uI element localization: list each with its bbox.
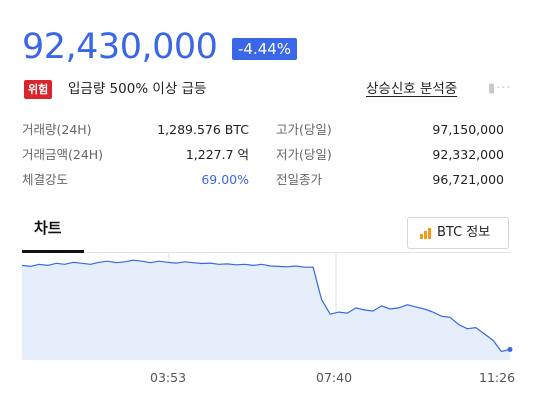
price-change-badge: -4.44%: [232, 38, 298, 60]
tab-divider: [22, 252, 510, 253]
x-tick-label: 11:26: [479, 370, 516, 385]
stat-value-trade-amount: 1,227.7 억: [185, 147, 249, 162]
stat-value-strength: 69.00%: [201, 172, 249, 187]
tab-active-indicator: [22, 250, 84, 253]
chart-area-fill: [22, 260, 510, 359]
btc-info-button[interactable]: BTC 정보: [407, 217, 509, 249]
stat-label-high: 고가(당일): [276, 122, 332, 137]
stat-label-prev-close: 전일종가: [276, 172, 323, 187]
stat-label-strength: 체결강도: [22, 172, 69, 187]
stat-value-volume: 1,289.576 BTC: [157, 122, 249, 137]
alert-message: 입금량 500% 이상 급등: [68, 81, 207, 97]
chart-price-line: [21, 259, 511, 353]
tab-chart[interactable]: 차트: [34, 219, 62, 237]
signal-analysis-link[interactable]: 상승신호 분석중: [366, 81, 458, 97]
stat-value-prev-close: 96,721,000: [432, 172, 504, 187]
btc-info-label: BTC 정보: [437, 225, 491, 240]
x-tick-label: 03:53: [150, 370, 187, 385]
current-price: 92,430,000: [22, 27, 218, 67]
price-chart: [21, 253, 513, 360]
stat-label-volume: 거래량(24H): [22, 122, 92, 137]
risk-badge: 위험: [24, 80, 53, 99]
stat-label-trade-amount: 거래금액(24H): [22, 147, 104, 162]
stat-value-high: 97,150,000: [432, 122, 504, 137]
stat-label-low: 저가(당일): [276, 147, 332, 162]
dots-icon: ▮···: [488, 81, 512, 96]
x-tick-label: 07:40: [316, 370, 353, 385]
chart-last-point: [507, 346, 513, 352]
stat-value-low: 92,332,000: [432, 147, 504, 162]
bar-chart-icon: [420, 228, 432, 239]
